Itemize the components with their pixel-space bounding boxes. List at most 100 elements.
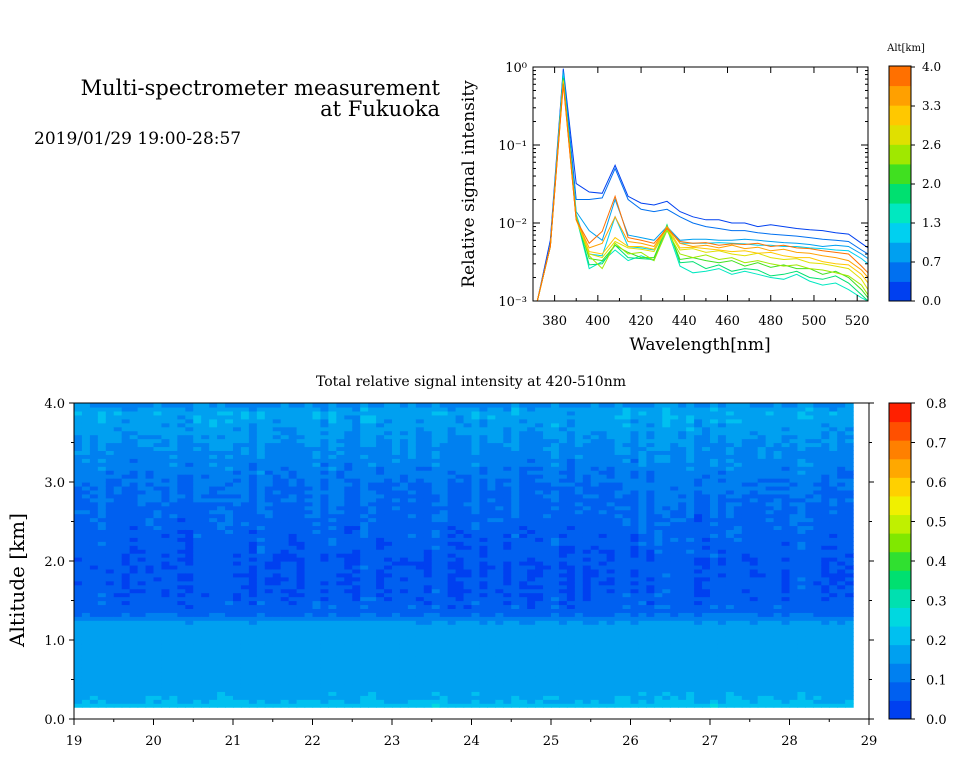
heatmap-cell	[368, 474, 377, 479]
heatmap-cell	[89, 414, 99, 420]
heatmap-cell	[296, 667, 306, 673]
heatmap-cell	[225, 576, 234, 582]
heatmap-cell	[129, 509, 139, 515]
heatmap-cell	[543, 442, 552, 448]
heatmap-cell	[153, 410, 163, 416]
heatmap-cell	[527, 675, 536, 681]
heatmap-cell	[296, 695, 306, 700]
heatmap-cell	[431, 584, 441, 590]
heatmap-cell	[455, 655, 465, 661]
heatmap-cell	[137, 529, 147, 534]
heatmap-cell	[256, 493, 266, 499]
heatmap-cell	[479, 505, 488, 511]
heatmap-cell	[471, 675, 481, 681]
heatmap-cell	[129, 651, 139, 657]
heatmap-cell	[503, 588, 512, 594]
heatmap-cell	[320, 470, 329, 475]
heatmap-cell	[288, 426, 298, 432]
heatmap-cell	[145, 596, 155, 602]
heatmap-cell	[256, 616, 266, 621]
heatmap-cell	[463, 553, 473, 558]
heatmap-cell	[97, 470, 107, 475]
heatmap-cell	[543, 659, 552, 665]
heatmap-cell	[280, 430, 290, 436]
heatmap-cell	[233, 703, 242, 708]
heatmap-cell	[248, 564, 258, 570]
heatmap-cell	[304, 576, 314, 582]
heatmap-cell	[328, 497, 337, 503]
heatmap-cell	[399, 434, 409, 440]
heatmap-cell	[551, 497, 560, 503]
heatmap-cell	[209, 462, 218, 467]
heatmap-cell	[240, 553, 250, 558]
heatmap-cell	[248, 422, 258, 428]
heatmap-cell	[217, 647, 226, 653]
heatmap-cell	[558, 628, 568, 633]
spectrum-series-line	[536, 82, 868, 301]
heatmap-cell	[384, 620, 393, 625]
heatmap-cell	[217, 655, 226, 661]
heatmap-cell	[527, 501, 536, 507]
heatmap-cell	[376, 557, 385, 562]
heatmap-cell	[145, 541, 155, 546]
heatmap-cell	[519, 600, 528, 606]
heatmap-cell	[74, 703, 83, 708]
heatmap-cell	[97, 458, 107, 463]
heatmap-cell	[320, 485, 329, 491]
heatmap-cell	[384, 541, 393, 546]
heatmap-cell	[81, 564, 91, 570]
heatmap-cell	[296, 414, 306, 420]
heatmap-cell	[153, 663, 163, 669]
heatmap-cell	[368, 659, 377, 665]
heatmap-cell	[280, 604, 290, 609]
heatmap-cell	[185, 537, 194, 542]
heatmap-cell	[431, 564, 441, 570]
heatmap-cell	[201, 628, 210, 633]
heatmap-cell	[225, 406, 234, 412]
heatmap-cell	[447, 474, 457, 479]
heatmap-cell	[177, 683, 186, 688]
heatmap-cell	[296, 675, 306, 681]
heatmap-cell	[97, 699, 107, 704]
heatmap-cell	[399, 703, 409, 708]
heatmap-cell	[209, 655, 218, 661]
heatmap-cell	[519, 493, 528, 499]
heatmap-cell	[137, 580, 147, 586]
heatmap-cell	[81, 600, 91, 606]
heatmap-cell	[296, 584, 306, 590]
heatmap-cell	[105, 509, 115, 515]
heatmap-cell	[503, 545, 512, 550]
heatmap-cell	[447, 616, 457, 621]
heatmap-cell	[376, 679, 385, 685]
heatmap-cell	[137, 482, 147, 487]
heatmap-cell	[415, 655, 425, 661]
heatmap-cell	[169, 640, 178, 645]
heatmap-cell	[479, 620, 488, 625]
heatmap-cell	[558, 513, 568, 519]
heatmap-cell	[511, 675, 520, 681]
heatmap-cell	[471, 403, 481, 408]
heatmap-cell	[288, 624, 298, 629]
heatmap-cell	[511, 434, 520, 440]
heatmap-cell	[153, 592, 163, 598]
heatmap-cell	[543, 410, 552, 416]
heatmap-cell	[368, 466, 377, 471]
heatmap-cell	[161, 501, 170, 507]
heatmap-cell	[392, 466, 401, 471]
heatmap-cell	[399, 600, 409, 606]
heatmap-cell	[312, 588, 322, 594]
heatmap-cell	[551, 572, 560, 578]
heatmap-cell	[487, 430, 496, 436]
heatmap-cell	[105, 525, 115, 530]
heatmap-cell	[447, 541, 457, 546]
heatmap-cell	[519, 509, 528, 515]
heatmap-cell	[431, 553, 441, 558]
heatmap-cell	[511, 426, 520, 432]
heatmap-cell	[344, 679, 353, 685]
heatmap-cell	[360, 529, 369, 534]
heatmap-cell	[431, 632, 441, 637]
heatmap-cell	[225, 643, 234, 649]
heatmap-cell	[97, 410, 107, 416]
heatmap-cell	[248, 572, 258, 578]
heatmap-cell	[344, 620, 353, 625]
